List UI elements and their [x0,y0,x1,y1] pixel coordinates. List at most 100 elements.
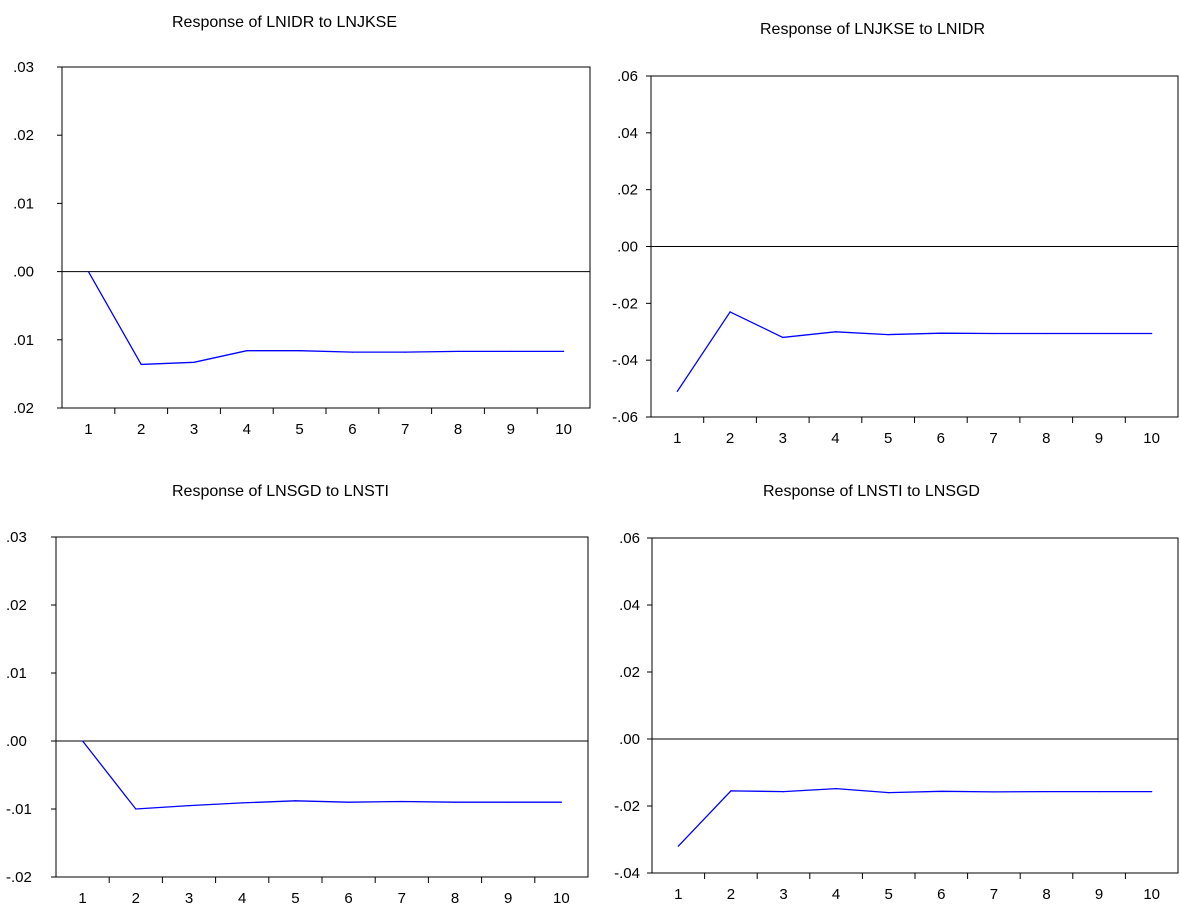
x-tick-label: 5 [885,886,893,903]
data-point [1151,791,1153,793]
x-tick-label: 8 [1042,430,1050,447]
y-tick-label: .04 [619,597,640,614]
y-tick-label: -.04 [614,865,640,882]
x-tick-label: 2 [726,430,734,447]
data-point [351,351,353,353]
data-point [782,791,785,793]
data-point [993,791,995,793]
data-point [188,805,190,807]
y-tick-label: .00 [13,264,34,281]
y-tick-label: .02 [13,127,34,144]
data-point [135,808,137,810]
data-point [1045,332,1047,335]
x-tick-label: 2 [132,890,140,907]
x-tick-label: 4 [238,890,246,907]
plot-frame [651,537,1179,874]
data-point [563,350,565,352]
data-point [140,363,142,365]
series-line [677,787,1152,847]
chart-svg: .06 .04 .02 .00 -.02 -.04 -.06 1 2 3 4 5 6 7 8 9 10 [612,68,1179,447]
data-point [730,790,732,792]
data-point [193,361,195,363]
x-tick-label: 9 [1095,430,1103,447]
x-tick-label: 2 [137,421,145,438]
x-tick-label: 3 [779,430,787,447]
x-tick-label: 6 [344,890,352,907]
x-tick-label: 6 [937,886,945,903]
x-tick-label: 10 [555,421,572,438]
chart-title: Response of LNIDR to LNJKSE [172,14,397,31]
chart-panel-lnidr-to-lnjkse: Response of LNIDR to LNJKSE .03 .02 .01 .00… [0,0,591,454]
data-point [241,802,243,804]
data-point [676,390,678,392]
x-tick-label: 3 [779,886,787,903]
chart-title: Response of LNSTI to LNSGD [763,483,980,500]
data-point [87,271,89,273]
data-point [835,788,837,790]
x-tick-label: 5 [884,430,892,447]
x-tick-label: 10 [1143,886,1160,903]
y-tick-label: .02 [617,182,638,199]
data-point [299,350,301,352]
data-point [560,801,563,803]
y-tick-label: .06 [619,530,640,547]
x-tick-label: 5 [295,421,303,438]
data-point [294,800,296,802]
data-point [834,331,837,333]
plot-frame [55,536,589,878]
x-tick-label: 1 [78,890,86,907]
data-point [404,351,406,353]
data-point [507,801,509,803]
x-tick-label: 7 [989,430,997,447]
x-tick-label: 3 [185,890,193,907]
y-tick-label: .00 [6,733,27,750]
chart-svg: .03 .02 .01 .00 -.01 -.02 1 2 3 4 5 6 7 8 9 10 [6,529,589,907]
y-tick-label: .00 [617,239,638,256]
data-point [454,801,456,803]
y-tick-label: .02 [6,597,27,614]
series-line [676,311,1152,392]
y-tick-label: .02 [619,664,640,681]
y-tick-label: -.04 [612,352,638,369]
x-tick-label: 3 [190,421,198,438]
x-tick-label: 4 [832,886,840,903]
y-tick-label: .03 [13,59,34,76]
data-point [348,801,350,803]
chart-panel-lnsgd-to-lnsti: Response of LNSGD to LNSTI .03 .02 .01 .00 -… [0,454,590,908]
x-tick-label: 7 [990,886,998,903]
chart-panel-lnjkse-to-lnidr: Response of LNJKSE to LNIDR .06 .04 .02 .00… [590,0,1180,454]
y-tick-label: .01 [13,195,34,212]
y-tick-label: .01 [6,665,27,682]
data-point [457,350,459,352]
data-point [1098,332,1100,335]
y-tick-label: .01 [13,332,34,349]
x-tick-label: 8 [451,890,459,907]
x-tick-label: 4 [243,421,251,438]
data-point [401,800,403,803]
y-tick-label: .00 [619,731,640,748]
x-tick-label: 9 [1095,886,1103,903]
x-tick-label: 1 [673,430,681,447]
x-tick-label: 9 [507,421,515,438]
data-point [940,790,942,792]
x-tick-label: 7 [398,890,406,907]
x-tick-label: 5 [291,890,299,907]
data-point [888,792,890,794]
y-tick-label: .06 [617,68,638,85]
data-point [246,350,248,352]
x-tick-label: 8 [454,421,462,438]
data-point [677,845,679,847]
chart-title: Response of LNSGD to LNSTI [172,483,389,500]
chart-svg: .03 .02 .01 .00 .01 .02 1 2 3 4 5 6 7 8 9 10 [13,59,591,438]
x-tick-label: 2 [727,886,735,903]
x-tick-label: 9 [504,890,512,907]
data-point [82,740,84,742]
y-tick-label: -.06 [612,409,638,426]
chart-svg: .06 .04 .02 .00 -.02 -.04 1 2 3 4 5 6 7 8 9 10 [614,530,1179,903]
series-line [87,271,564,366]
data-point [510,350,512,352]
y-tick-label: .04 [617,125,638,142]
y-tick-label: -.01 [6,801,32,818]
series-line [82,740,562,810]
x-tick-label: 8 [1042,886,1050,903]
